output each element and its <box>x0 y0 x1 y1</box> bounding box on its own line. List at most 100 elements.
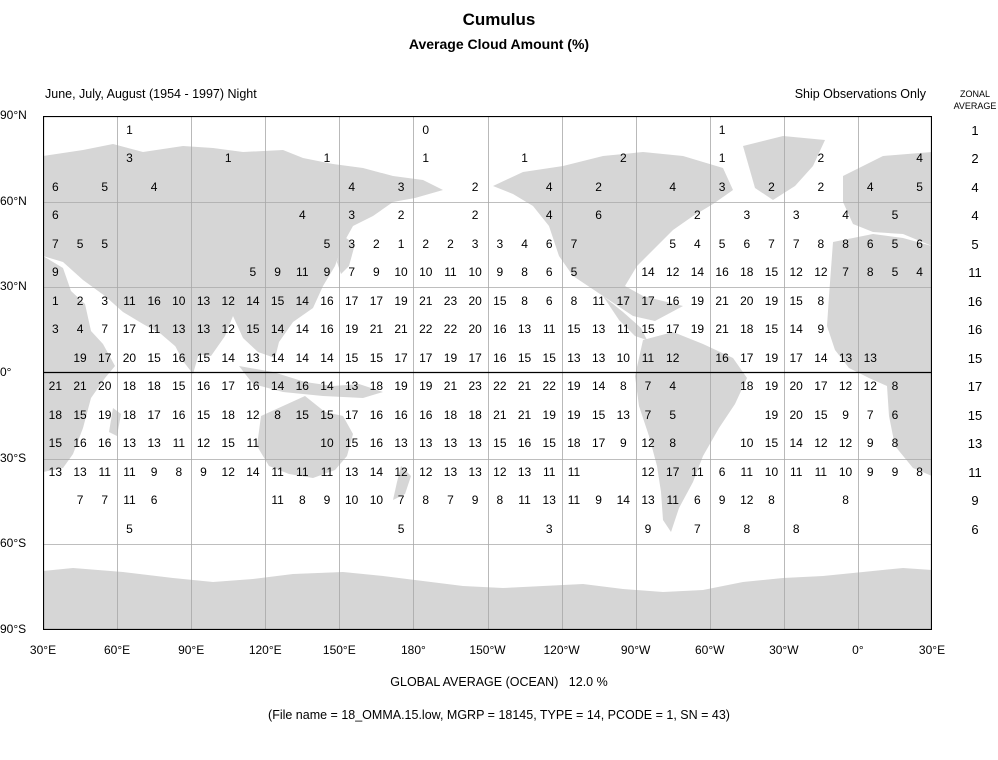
cloud-value: 19 <box>765 351 779 365</box>
cloud-value: 15 <box>296 408 310 422</box>
cloud-value: 13 <box>864 351 878 365</box>
zonal-average-value: 11 <box>968 265 982 280</box>
japan-shape <box>337 236 355 274</box>
cloud-value: 3 <box>398 180 405 194</box>
cloud-value: 9 <box>892 465 899 479</box>
cloud-value: 19 <box>73 351 87 365</box>
cloud-value: 13 <box>839 351 853 365</box>
latitude-label: 30°S <box>0 450 27 465</box>
cloud-value: 18 <box>147 379 161 393</box>
zonal-average-value: 13 <box>967 436 983 451</box>
cloud-value: 18 <box>444 408 458 422</box>
cloud-value: 0 <box>422 123 429 137</box>
cloud-value: 10 <box>765 465 779 479</box>
cloud-value: 8 <box>768 493 775 507</box>
europe-east-shape <box>843 152 932 246</box>
cloud-value: 17 <box>419 351 433 365</box>
cloud-value: 5 <box>101 180 108 194</box>
cloud-value: 21 <box>715 294 729 308</box>
cloud-value: 12 <box>246 408 260 422</box>
cloud-value: 16 <box>320 322 334 336</box>
cloud-value: 8 <box>818 237 825 251</box>
indonesia-shape <box>239 366 383 398</box>
zonal-average-value: 16 <box>967 322 983 337</box>
cloud-value: 16 <box>197 379 211 393</box>
cloud-value: 5 <box>571 265 578 279</box>
cloud-value: 23 <box>468 379 482 393</box>
cloud-value: 11 <box>790 465 803 479</box>
cloud-value: 21 <box>444 379 458 393</box>
cloud-value: 7 <box>101 322 108 336</box>
cloud-value: 9 <box>595 493 602 507</box>
zonal-average-value: 1 <box>971 123 979 138</box>
cloud-value: 9 <box>52 265 59 279</box>
cloud-value: 8 <box>571 294 578 308</box>
cloud-value: 19 <box>98 408 112 422</box>
cloud-value: 20 <box>468 322 482 336</box>
longitude-label: 90°E <box>178 643 205 657</box>
cloud-value: 5 <box>101 237 108 251</box>
cloud-value: 1 <box>422 151 429 165</box>
cloud-value: 3 <box>126 151 133 165</box>
cloud-value: 14 <box>246 465 260 479</box>
cloud-value: 11 <box>99 465 112 479</box>
cloud-value: 4 <box>299 208 306 222</box>
cloud-value: 15 <box>345 351 359 365</box>
cloud-value: 12 <box>839 436 853 450</box>
cloud-value: 6 <box>743 237 750 251</box>
cloud-value: 2 <box>694 208 701 222</box>
cloud-value: 21 <box>518 408 532 422</box>
cloud-value: 9 <box>274 265 281 279</box>
cloud-value: 13 <box>641 493 655 507</box>
cloud-value: 15 <box>246 322 260 336</box>
cloud-value: 6 <box>595 208 602 222</box>
cloud-value: 21 <box>419 294 433 308</box>
cloud-value: 15 <box>567 322 581 336</box>
cloud-value: 17 <box>666 322 680 336</box>
cloud-value: 6 <box>916 237 923 251</box>
cloud-value: 15 <box>543 436 557 450</box>
cloud-value: 15 <box>814 408 828 422</box>
cloud-value: 4 <box>694 237 701 251</box>
latitude-label: 60°N <box>0 193 27 208</box>
cloud-value: 8 <box>842 493 849 507</box>
cloud-value: 12 <box>222 322 236 336</box>
cloud-value: 20 <box>740 294 754 308</box>
cloud-value: 15 <box>320 408 334 422</box>
cloud-value: 1 <box>126 123 133 137</box>
cloud-value: 16 <box>493 351 507 365</box>
cloud-value: 13 <box>444 436 458 450</box>
cloud-value: 8 <box>274 408 281 422</box>
cloud-value: 15 <box>147 351 161 365</box>
latitude-label: 30°N <box>0 279 27 294</box>
cloud-value: 19 <box>444 351 458 365</box>
cloud-value: 2 <box>373 237 380 251</box>
cloud-value: 18 <box>740 379 754 393</box>
cloud-value: 17 <box>617 294 631 308</box>
cloud-value: 14 <box>592 379 606 393</box>
cloud-value: 7 <box>52 237 59 251</box>
cloud-value: 21 <box>394 322 408 336</box>
cloud-value: 15 <box>197 351 211 365</box>
cloud-value: 19 <box>567 379 581 393</box>
cloud-value: 14 <box>320 351 334 365</box>
chart-title: Cumulus <box>462 10 536 29</box>
cloud-value: 22 <box>543 379 557 393</box>
cloud-value: 15 <box>493 294 507 308</box>
cloud-value: 13 <box>518 465 532 479</box>
cloud-value: 20 <box>98 379 112 393</box>
cloud-value: 10 <box>468 265 482 279</box>
cloud-value: 22 <box>419 322 433 336</box>
cloud-value: 9 <box>842 408 849 422</box>
cloud-value: 16 <box>419 408 433 422</box>
cloud-value: 9 <box>620 436 627 450</box>
cloud-value: 9 <box>373 265 380 279</box>
cloud-value: 11 <box>296 465 309 479</box>
cloud-value: 17 <box>394 351 408 365</box>
latitude-label: 90°N <box>0 108 27 122</box>
cloud-value: 19 <box>691 322 705 336</box>
cloud-value: 6 <box>52 208 59 222</box>
cloud-value: 5 <box>669 237 676 251</box>
cloud-value: 2 <box>398 208 405 222</box>
zonal-average-value: 4 <box>971 208 979 223</box>
